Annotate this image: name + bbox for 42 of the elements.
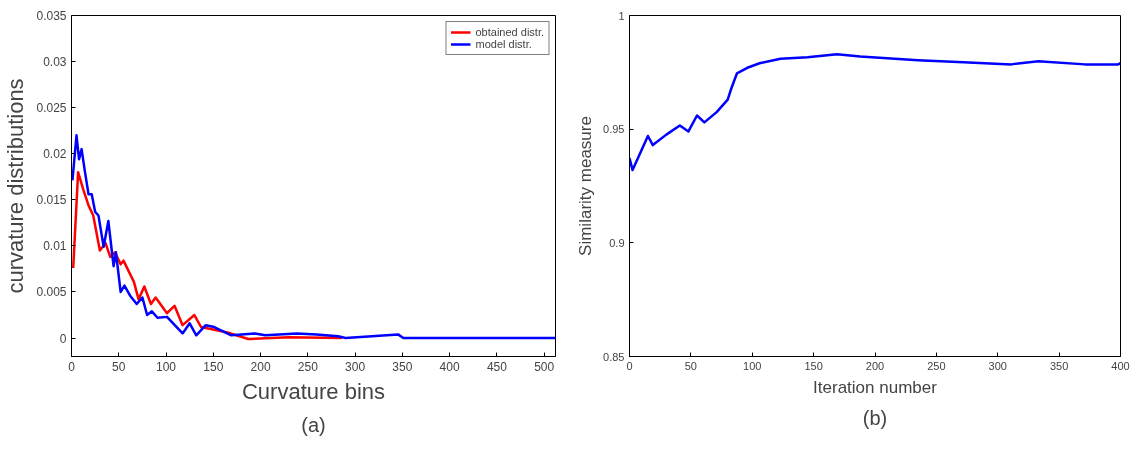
y-tick-label: 0.03 <box>43 55 67 70</box>
x-axis-title: Iteration number <box>813 377 938 397</box>
y-tick-label: 0.9 <box>609 236 625 249</box>
x-tick-label: 300 <box>345 359 366 374</box>
x-tick-label: 500 <box>534 359 555 374</box>
y-tick-label: 0 <box>59 331 67 346</box>
y-tick-label: 0.025 <box>36 101 67 116</box>
x-tick-label: 50 <box>112 359 126 374</box>
line-series <box>71 134 556 340</box>
x-axis-title: Curvature bins <box>241 378 386 404</box>
x-tick-label: 400 <box>1111 359 1130 372</box>
x-tick-label: 50 <box>684 359 698 372</box>
x-tick-label: 150 <box>804 359 823 372</box>
x-tick-label: 0 <box>626 359 633 372</box>
y-tick-label: 0.02 <box>43 147 67 162</box>
y-tick-label: 0.95 <box>603 123 625 136</box>
x-tick-label: 150 <box>203 359 224 374</box>
x-tick-label: 100 <box>743 359 762 372</box>
legend-label: model distr. <box>475 38 532 50</box>
x-tick-label: 250 <box>297 359 319 374</box>
text: (a) <box>301 413 326 436</box>
x-tick-label: 400 <box>439 359 460 374</box>
legend-label: obtained distr. <box>475 26 544 38</box>
x-tick-label: 450 <box>486 359 508 374</box>
y-tick-label: 0.85 <box>603 350 625 363</box>
y-tick-label: 0.005 <box>36 285 67 300</box>
y-axis-title: curvature distributions <box>3 78 29 294</box>
y-tick-label: 0.035 <box>36 9 67 23</box>
x-tick-label: 200 <box>865 359 885 372</box>
x-tick-label: 300 <box>988 359 1007 372</box>
y-tick-label: 0.01 <box>43 239 67 254</box>
y-tick-label: 1 <box>618 9 625 22</box>
x-tick-label: 350 <box>1049 359 1069 372</box>
x-tick-label: 100 <box>156 359 177 374</box>
line-series <box>629 52 1121 172</box>
y-axis-title: Similarity measure <box>576 116 596 256</box>
text: (b) <box>862 406 888 429</box>
line-series <box>71 170 344 341</box>
y-tick-label: 0.015 <box>36 193 67 208</box>
x-tick-label: 350 <box>392 359 413 374</box>
x-tick-label: 200 <box>250 359 271 374</box>
x-tick-label: 250 <box>927 359 946 372</box>
